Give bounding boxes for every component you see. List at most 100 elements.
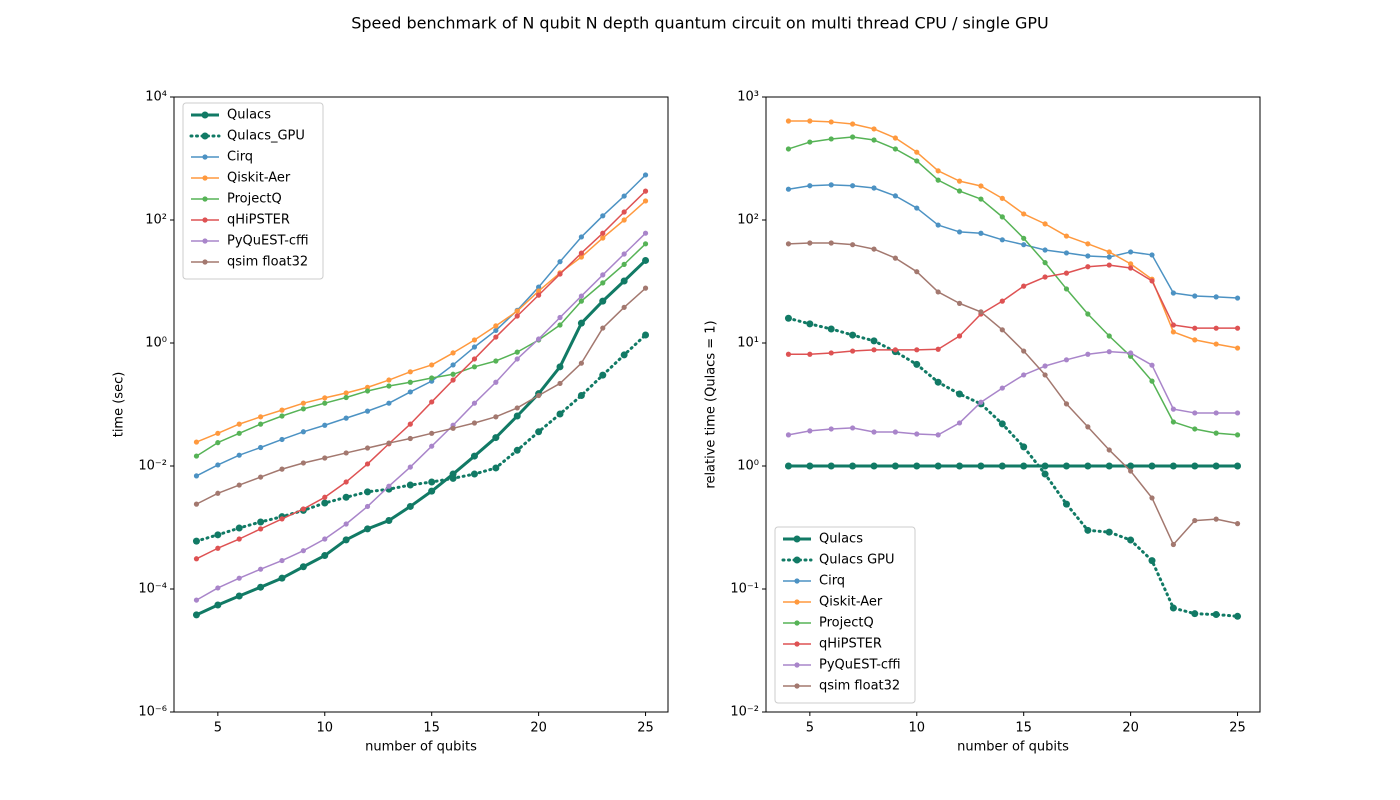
data-point bbox=[956, 390, 964, 398]
data-point bbox=[493, 379, 499, 385]
legend-label: qsim float32 bbox=[819, 679, 900, 694]
data-point bbox=[1234, 432, 1241, 438]
data-point bbox=[785, 186, 792, 192]
data-point bbox=[807, 118, 813, 124]
data-point bbox=[471, 356, 478, 362]
data-point bbox=[450, 371, 456, 377]
series-line bbox=[786, 316, 1240, 618]
data-point bbox=[914, 205, 920, 211]
data-point bbox=[193, 439, 200, 445]
series-line bbox=[196, 174, 647, 477]
data-point bbox=[600, 235, 606, 241]
data-point bbox=[450, 425, 456, 431]
data-point bbox=[577, 319, 585, 327]
data-point bbox=[536, 288, 542, 294]
data-point bbox=[807, 139, 813, 145]
data-point bbox=[892, 135, 898, 141]
data-point bbox=[1212, 462, 1220, 470]
legend-marker bbox=[202, 154, 208, 160]
y-tick-label: 10³ bbox=[737, 90, 759, 105]
data-point bbox=[192, 537, 200, 545]
legend-label: Qulacs bbox=[819, 532, 863, 547]
data-point bbox=[600, 280, 606, 286]
data-point bbox=[600, 325, 606, 331]
data-point bbox=[999, 385, 1005, 391]
data-point bbox=[621, 193, 627, 199]
series-line bbox=[788, 264, 1238, 356]
series bbox=[785, 118, 1241, 351]
series bbox=[193, 172, 649, 479]
data-point bbox=[1106, 262, 1112, 268]
data-point bbox=[279, 436, 285, 443]
series-line bbox=[196, 243, 647, 457]
data-point bbox=[1170, 541, 1176, 548]
legend-marker bbox=[202, 259, 208, 265]
data-point bbox=[1127, 536, 1135, 544]
series-line bbox=[196, 287, 647, 505]
data-point bbox=[1063, 357, 1070, 363]
data-point bbox=[642, 230, 649, 236]
data-point bbox=[956, 333, 963, 339]
legend-label: Qulacs GPU bbox=[819, 553, 895, 568]
legend-box bbox=[182, 102, 324, 280]
legend-marker bbox=[202, 217, 208, 223]
data-point bbox=[471, 400, 478, 406]
data-point bbox=[300, 400, 306, 406]
data-point bbox=[406, 481, 414, 489]
data-point bbox=[364, 384, 371, 390]
data-point bbox=[470, 452, 478, 460]
plot-frame bbox=[173, 96, 669, 713]
data-point bbox=[322, 422, 328, 428]
data-point bbox=[429, 399, 435, 405]
x-tick-label: 5 bbox=[214, 721, 222, 736]
data-point bbox=[1106, 249, 1112, 255]
data-point bbox=[785, 432, 792, 438]
legend-marker bbox=[794, 683, 800, 689]
y-axis-label: relative time (Qulacs = 1) bbox=[704, 320, 719, 488]
data-point bbox=[1127, 462, 1135, 470]
data-point bbox=[406, 502, 414, 510]
series-line bbox=[196, 190, 647, 560]
data-point bbox=[343, 521, 349, 527]
data-point bbox=[849, 462, 857, 470]
data-point bbox=[386, 383, 392, 389]
data-point bbox=[1192, 293, 1198, 299]
data-point bbox=[871, 126, 877, 132]
legend-label: Cirq bbox=[819, 574, 845, 589]
legend-marker bbox=[793, 535, 801, 543]
data-point bbox=[1234, 295, 1241, 301]
data-point bbox=[1192, 426, 1198, 432]
data-point bbox=[1105, 462, 1113, 470]
data-point bbox=[1106, 447, 1112, 453]
data-point bbox=[1191, 610, 1199, 618]
series bbox=[785, 240, 1241, 548]
data-point bbox=[300, 506, 306, 512]
data-point bbox=[557, 322, 563, 328]
legend-label: Qiskit-Aer bbox=[819, 595, 883, 610]
legend-label: Qiskit-Aer bbox=[227, 171, 291, 186]
data-point bbox=[258, 421, 264, 427]
data-point bbox=[364, 525, 372, 533]
data-point bbox=[871, 246, 877, 252]
data-point bbox=[279, 516, 285, 522]
data-point bbox=[785, 118, 792, 124]
data-point bbox=[1042, 363, 1048, 369]
series-line bbox=[788, 120, 1238, 349]
data-point bbox=[1128, 350, 1134, 356]
series bbox=[192, 256, 650, 619]
series-line bbox=[196, 200, 647, 443]
data-point bbox=[807, 351, 813, 357]
legend-label: qsim float32 bbox=[227, 255, 308, 270]
data-point bbox=[1085, 241, 1091, 247]
series-line bbox=[788, 136, 1238, 436]
data-point bbox=[1213, 341, 1219, 347]
data-point bbox=[621, 304, 627, 310]
data-point bbox=[914, 158, 920, 164]
y-tick-label: 10⁻⁶ bbox=[138, 705, 167, 720]
legend-label: Cirq bbox=[227, 150, 253, 165]
data-point bbox=[1149, 252, 1155, 258]
data-point bbox=[1021, 235, 1027, 241]
data-point bbox=[935, 222, 941, 228]
data-point bbox=[642, 241, 649, 247]
legend-label: Qulacs bbox=[227, 108, 271, 123]
